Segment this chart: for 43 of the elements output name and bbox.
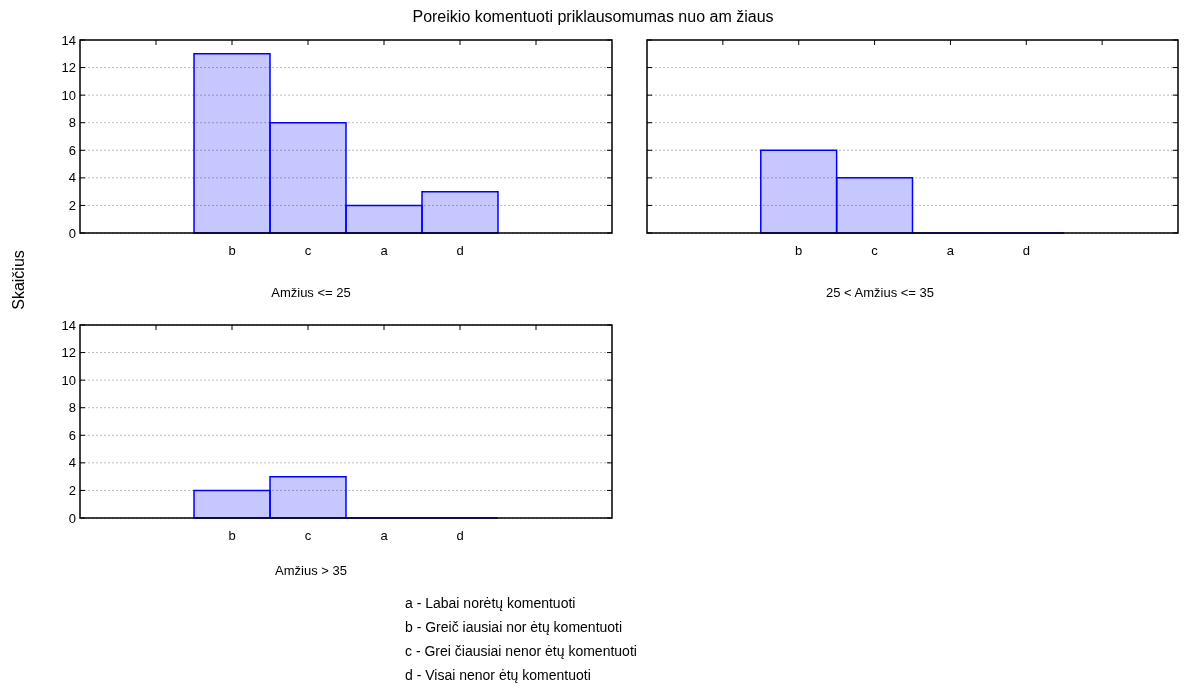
x-tick-label: b <box>228 243 236 258</box>
y-tick-label: 10 <box>61 372 76 388</box>
y-tick-label: 8 <box>68 115 76 131</box>
text: d - Visai nenor ėtų komentuoti <box>405 667 591 683</box>
x-axis-title: Amžius > 35 <box>275 563 347 578</box>
text: a - Labai norėtų komentuoti <box>405 595 576 611</box>
y-tick-label: 14 <box>61 317 76 333</box>
x-tick-label: a <box>380 528 389 543</box>
x-tick-label: d <box>456 528 464 543</box>
bar <box>193 53 271 234</box>
y-tick-label: 12 <box>61 60 76 76</box>
bar <box>193 489 271 519</box>
x-tick-label: c <box>304 243 312 258</box>
y-tick-label: 14 <box>61 32 76 48</box>
x-axis-title: Amžius <= 25 <box>271 285 351 300</box>
x-axis-title: 25 < Amžius <= 35 <box>825 285 935 300</box>
bar <box>269 121 347 234</box>
y-tick-label: 2 <box>68 482 76 498</box>
y-tick-label: 10 <box>61 87 76 103</box>
bar <box>269 475 347 519</box>
x-tick-label: d <box>456 243 464 258</box>
x-tick-label: a <box>946 243 955 258</box>
text: b - Greič iausiai nor ėtų komentuoti <box>405 619 623 635</box>
y-tick-label: 0 <box>68 225 76 241</box>
y-tick-label: 8 <box>68 400 76 416</box>
y-axis-title: Skaičius <box>10 250 27 310</box>
y-tick-label: 12 <box>61 345 76 361</box>
y-tick-label: 4 <box>68 455 76 471</box>
x-tick-label: b <box>795 243 803 258</box>
x-tick-label: c <box>871 243 879 258</box>
y-tick-label: 6 <box>68 427 76 443</box>
x-tick-label: a <box>380 243 389 258</box>
x-tick-label: b <box>228 528 236 543</box>
x-tick-label: c <box>304 528 312 543</box>
y-tick-label: 6 <box>68 142 76 158</box>
y-tick-label: 2 <box>68 197 76 213</box>
bar <box>345 204 423 234</box>
chart-title: Poreikio komentuoti priklausomumas nuo am žiaus <box>412 8 774 25</box>
y-tick-label: 4 <box>68 170 76 186</box>
bar <box>421 190 499 234</box>
text: c - Grei čiausiai nenor ėtų komentuoti <box>405 643 637 659</box>
x-tick-label: d <box>1022 243 1030 258</box>
y-tick-label: 0 <box>68 510 76 526</box>
